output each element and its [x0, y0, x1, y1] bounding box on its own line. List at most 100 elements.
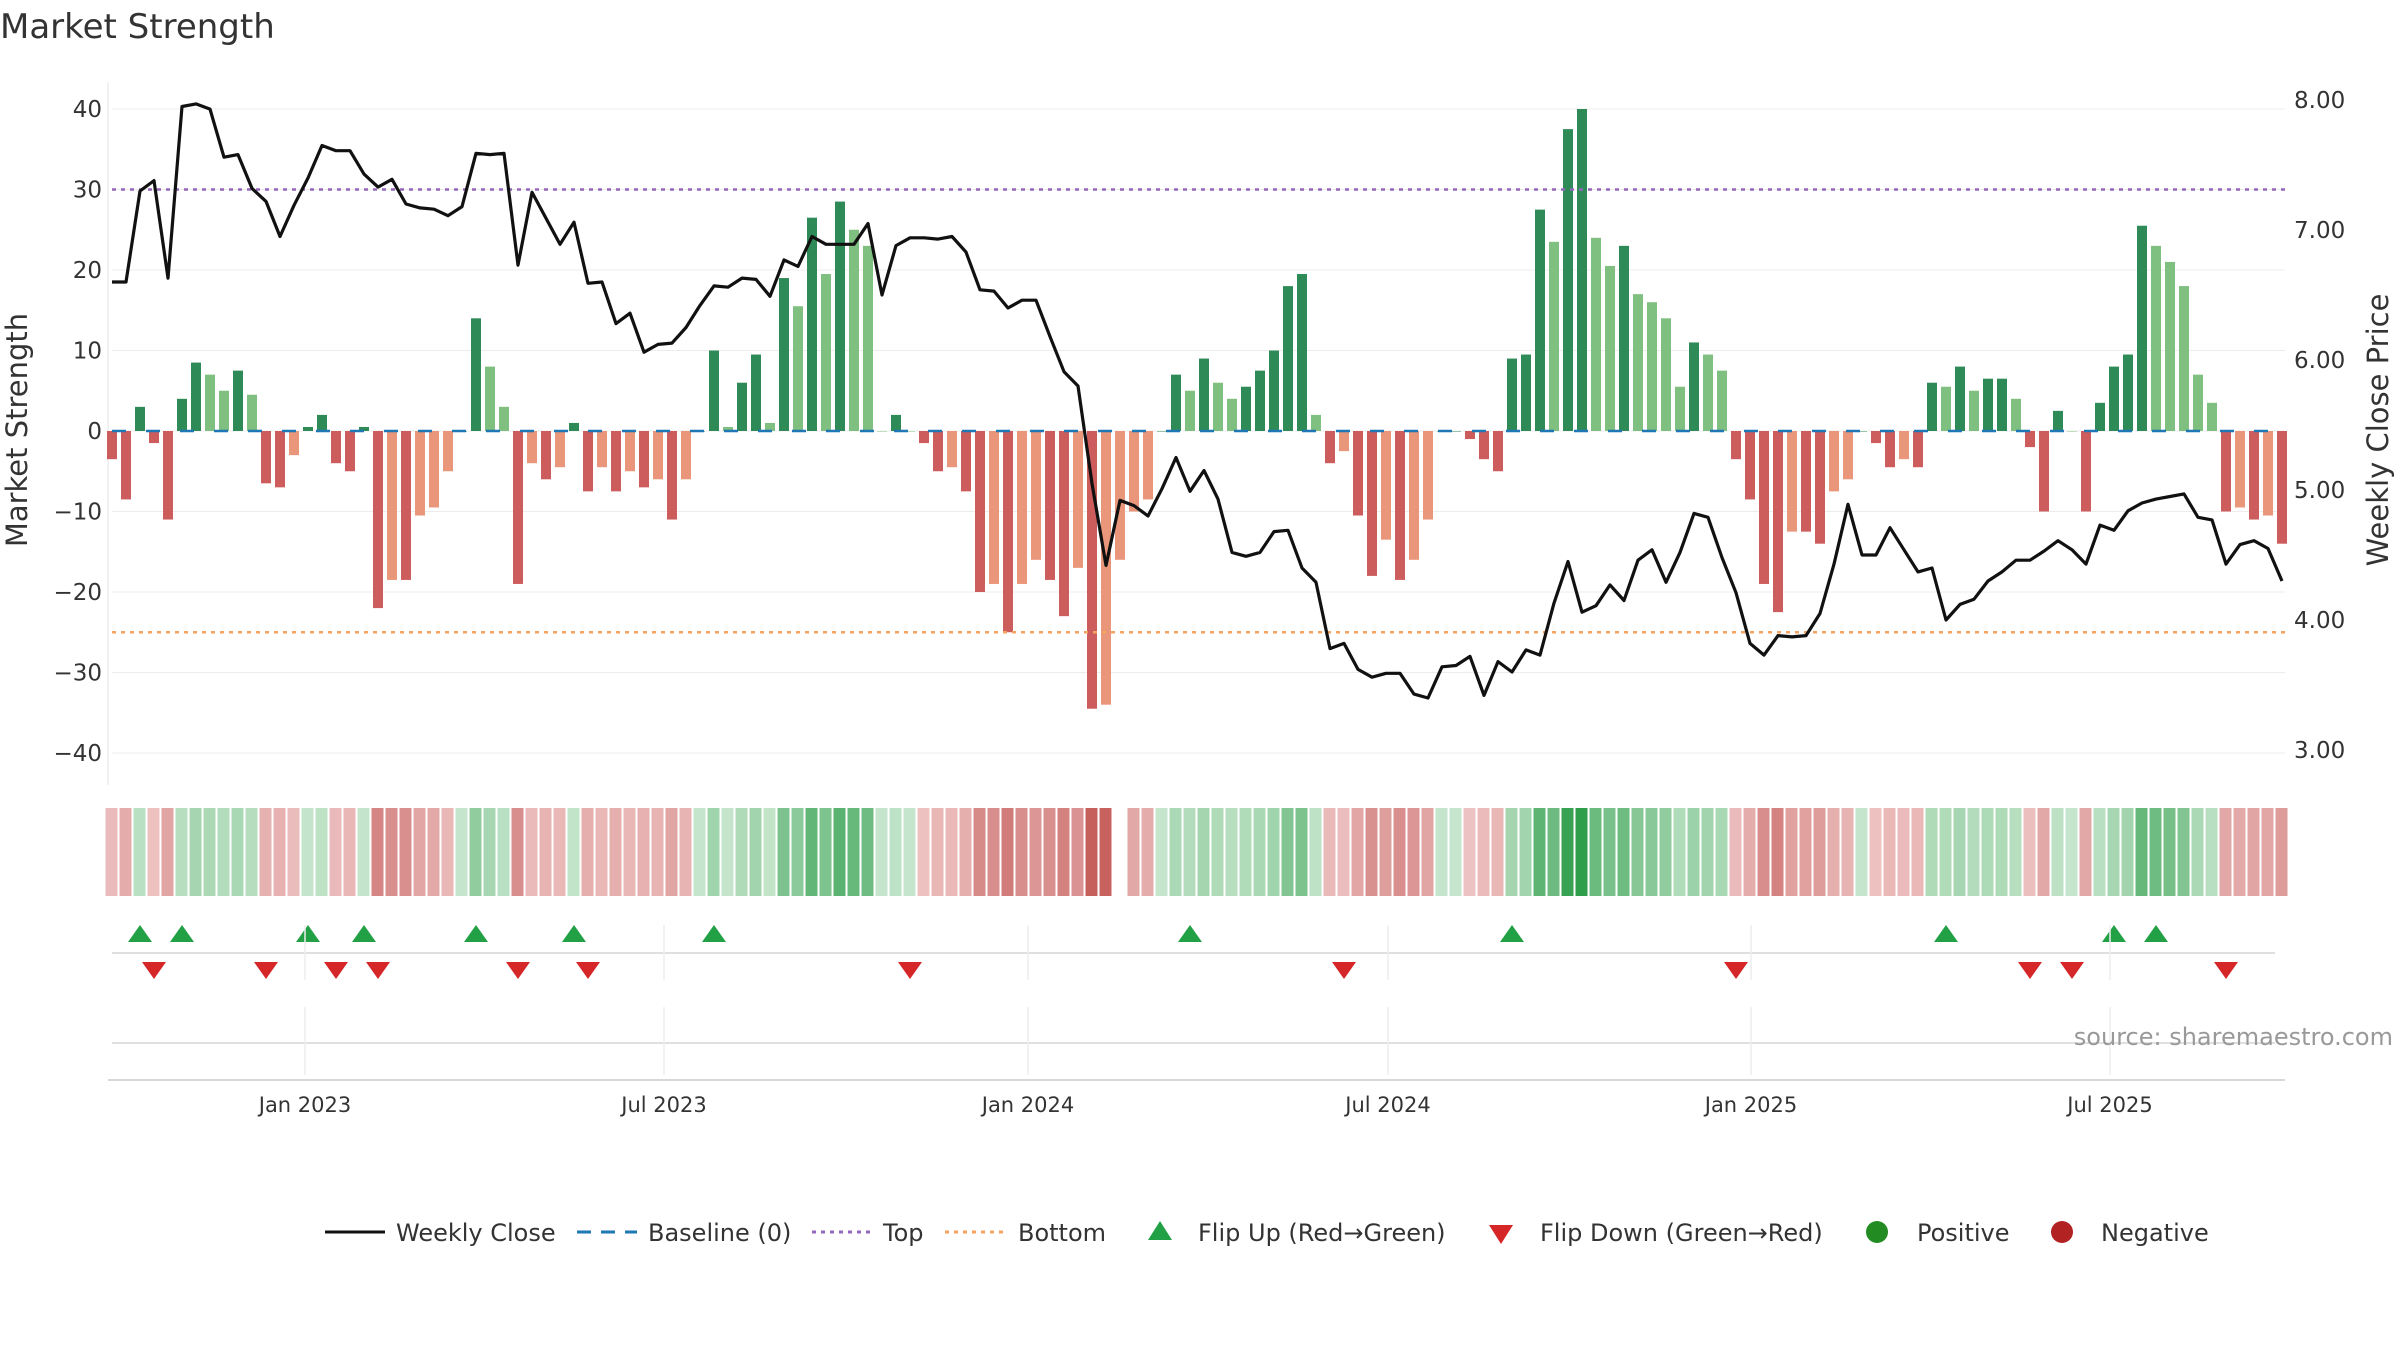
heat-cell	[889, 808, 902, 896]
left-tick-label: −20	[53, 580, 102, 606]
heat-cell	[917, 808, 930, 896]
heat-cell	[1197, 808, 1210, 896]
strength-bar	[2249, 431, 2259, 520]
strength-bar	[1143, 431, 1153, 500]
strength-bar	[2221, 431, 2231, 512]
legend-item-flip-down: Flip Down (Green→Red)	[1489, 1219, 1823, 1247]
heat-cell	[1029, 808, 1042, 896]
strength-bar	[1815, 431, 1825, 544]
strength-bar	[149, 431, 159, 444]
flip-up-marker	[464, 925, 488, 942]
strength-bar	[2235, 431, 2245, 508]
right-axis-title: Weekly Close Price	[2361, 294, 2395, 567]
heat-cell	[735, 808, 748, 896]
strength-bar	[1507, 358, 1517, 431]
heat-cell	[287, 808, 300, 896]
strength-bar	[2067, 431, 2077, 432]
strength-bar	[1465, 431, 1475, 440]
heat-cell	[217, 808, 230, 896]
strength-bar	[1283, 286, 1293, 431]
heat-cell	[1981, 808, 1994, 896]
heat-cell	[1533, 808, 1546, 896]
heat-cell	[1071, 808, 1084, 896]
left-tick-label: −10	[53, 500, 102, 526]
strength-bar	[513, 431, 523, 584]
left-tick-label: 20	[73, 258, 102, 284]
left-tick-label: −40	[53, 741, 102, 767]
strength-bar	[443, 431, 453, 472]
strength-bar	[849, 229, 859, 431]
strength-bar	[2025, 431, 2035, 448]
heat-cell	[2079, 808, 2092, 896]
heat-cell	[315, 808, 328, 896]
heat-cell	[2093, 808, 2106, 896]
strength-bar	[1703, 354, 1713, 431]
heat-cell	[2261, 808, 2274, 896]
x-tick-label: Jan 2025	[1703, 1093, 1798, 1117]
heat-cell	[2177, 808, 2190, 896]
flip-down-marker	[142, 962, 166, 979]
strength-bar	[1731, 431, 1741, 460]
legend-label: Baseline (0)	[648, 1219, 791, 1247]
flip-up-marker	[1934, 925, 1958, 942]
strength-bar	[1577, 109, 1587, 431]
strength-bar	[891, 414, 901, 431]
heat-cell	[1967, 808, 1980, 896]
left-tick-label: 0	[87, 419, 102, 445]
strength-bar	[625, 431, 635, 472]
heat-cell	[525, 808, 538, 896]
heat-cell	[2219, 808, 2232, 896]
right-tick-label: 6.00	[2294, 348, 2345, 374]
heat-cell	[1421, 808, 1434, 896]
heat-cell	[959, 808, 972, 896]
strength-bar	[569, 422, 579, 431]
strength-bar	[1549, 241, 1559, 431]
heat-cell	[539, 808, 552, 896]
heat-cell	[2247, 808, 2260, 896]
strength-bar	[1297, 274, 1307, 431]
heat-cell	[1407, 808, 1420, 896]
heat-cell	[259, 808, 272, 896]
strength-bar	[2109, 366, 2119, 431]
heat-cell	[1281, 808, 1294, 896]
right-axis: 8.00 7.00 6.00 5.00 4.00 3.00	[2294, 88, 2345, 764]
heat-cell	[1225, 808, 1238, 896]
heat-cell	[847, 808, 860, 896]
heat-cell	[1995, 808, 2008, 896]
strength-bar	[1563, 129, 1573, 431]
dot-icon	[1866, 1221, 1888, 1243]
strength-bar	[709, 350, 719, 431]
heat-cell	[1323, 808, 1336, 896]
heat-cell	[1337, 808, 1350, 896]
strength-bar	[1255, 370, 1265, 431]
heat-cell	[1547, 808, 1560, 896]
strength-bar	[681, 431, 691, 480]
strength-bar	[1185, 390, 1195, 431]
heat-cell	[343, 808, 356, 896]
strength-bar	[961, 431, 971, 492]
heat-cell	[2065, 808, 2078, 896]
strength-bar	[2207, 402, 2217, 431]
strength-bar	[1353, 431, 1363, 516]
left-axis-title: Market Strength	[0, 313, 34, 547]
heat-cell	[693, 808, 706, 896]
strength-bar	[1269, 350, 1279, 431]
strength-bar	[289, 431, 299, 456]
strength-bar	[261, 431, 271, 484]
heat-cell	[1057, 808, 1070, 896]
strength-bar	[1983, 378, 1993, 431]
strength-bar	[1941, 386, 1951, 431]
heat-cell	[679, 808, 692, 896]
strength-bar	[1871, 431, 1881, 444]
heat-cell	[2051, 808, 2064, 896]
heat-cell	[147, 808, 160, 896]
heat-cell	[973, 808, 986, 896]
strength-bar	[1885, 431, 1895, 468]
heat-cell	[105, 808, 118, 896]
heat-cell	[427, 808, 440, 896]
x-tick-label: Jul 2025	[2065, 1093, 2152, 1117]
legend: Weekly Close Baseline (0) Top Bottom Fli…	[325, 1219, 2209, 1247]
flip-down-marker	[1724, 962, 1748, 979]
heat-cell	[1085, 808, 1098, 896]
